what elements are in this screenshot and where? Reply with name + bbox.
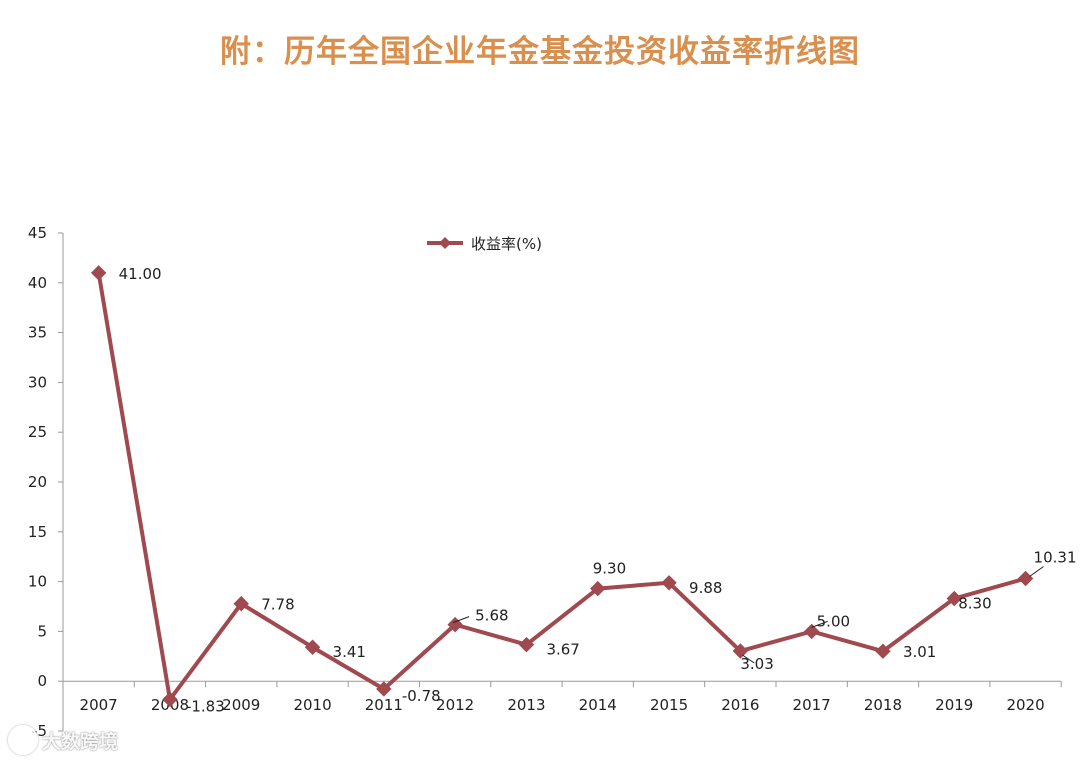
x-tick-label: 2009 — [222, 696, 260, 714]
data-label: -1.83 — [186, 697, 225, 715]
x-tick-label: 2020 — [1006, 696, 1044, 714]
data-point-marker — [590, 580, 606, 597]
x-tick-label: 2013 — [507, 696, 545, 714]
y-tick-label: 10 — [28, 573, 47, 591]
data-label: 10.31 — [1034, 549, 1077, 567]
data-label: 7.78 — [261, 596, 294, 614]
y-tick-label: 25 — [28, 423, 47, 441]
y-tick-label: 35 — [28, 324, 47, 342]
x-tick-label: 2015 — [650, 696, 688, 714]
data-label: 9.30 — [593, 560, 626, 578]
data-point-marker — [162, 691, 178, 708]
data-label: 5.68 — [475, 607, 508, 625]
data-point-marker — [661, 575, 677, 591]
data-point-marker — [376, 681, 392, 697]
x-tick-label: 2017 — [793, 696, 831, 714]
data-label: 3.67 — [546, 641, 579, 659]
data-point-marker — [447, 616, 463, 633]
chart-axes: -505101520253035404520072008200920102011… — [28, 224, 1062, 740]
data-label: 3.41 — [333, 643, 366, 661]
chart-series — [90, 265, 1034, 708]
y-tick-label: 15 — [28, 523, 47, 541]
data-label-leader — [742, 654, 755, 664]
page-title: 附：历年全国企业年金基金投资收益率折线图 — [220, 34, 860, 70]
data-label-leader — [811, 620, 828, 628]
y-tick-label: 45 — [28, 224, 47, 242]
x-tick-label: 2018 — [864, 696, 902, 714]
y-tick-label: 30 — [28, 373, 47, 391]
y-tick-label: 5 — [37, 622, 47, 640]
data-label: 8.30 — [958, 595, 991, 613]
series-line — [96, 272, 1027, 702]
data-point-marker — [304, 639, 321, 655]
legend-marker-icon — [439, 237, 451, 249]
data-label: 5.00 — [817, 612, 850, 630]
data-label: 9.88 — [689, 579, 722, 597]
data-label: 3.03 — [740, 655, 773, 673]
data-point-marker — [90, 265, 107, 281]
legend-label: 收益率(%) — [471, 235, 542, 253]
watermark-text: 大数跨境 — [42, 730, 119, 753]
data-point-marker — [1017, 570, 1034, 587]
x-tick-label: 2011 — [365, 696, 403, 714]
data-label-leader — [1029, 566, 1044, 577]
data-point-marker — [732, 643, 749, 659]
data-point-marker — [875, 643, 891, 659]
data-label: -0.78 — [402, 687, 441, 705]
data-point-marker — [518, 636, 535, 653]
y-tick-label: 20 — [28, 473, 47, 491]
x-tick-label: 2016 — [721, 696, 759, 714]
x-tick-label: 2010 — [293, 696, 331, 714]
chart-data-labels: 41.00 -1.83 7.78 3.41 -0.78 5.68 3.67 9.30 9.88 3… — [119, 265, 1077, 716]
data-label-leader — [452, 616, 470, 624]
x-tick-label: 2007 — [80, 696, 118, 714]
chart-legend: 收益率(%) — [427, 235, 542, 253]
data-label: 3.01 — [903, 643, 936, 661]
y-tick-label: 0 — [37, 672, 47, 690]
data-point-marker — [946, 590, 962, 607]
data-point-marker — [803, 623, 820, 640]
x-tick-label: 2012 — [436, 696, 474, 714]
data-point-marker — [233, 596, 249, 612]
x-tick-label: 2014 — [579, 696, 617, 714]
data-label: 41.00 — [119, 265, 162, 283]
watermark-logo-icon — [8, 725, 38, 755]
y-tick-label: 40 — [28, 274, 47, 292]
watermark: 大数跨境 — [8, 722, 118, 758]
x-tick-label: 2019 — [935, 696, 973, 714]
